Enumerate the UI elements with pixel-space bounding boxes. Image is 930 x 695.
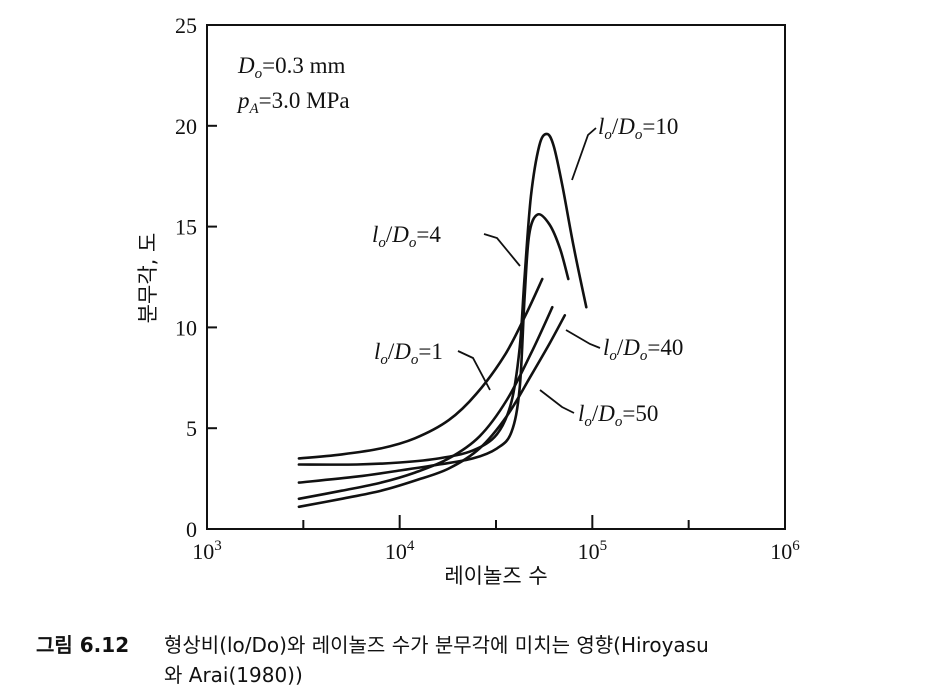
y-tick-label: 20 [175,114,197,139]
series-label: lo/Do=1 [374,339,443,368]
label-leader-line [457,350,491,391]
series-lo-do-10-line [297,132,588,466]
condition-nozzle-diameter: Do=0.3 mm [237,53,345,82]
series-layer [297,132,588,509]
x-tick-label: 105 [578,538,608,564]
label-leader-line [571,127,597,181]
figure-number: 그림 6.12 [36,633,130,657]
series-lo-do-50-line [297,314,567,509]
caption-line-1: 형상비(lo/Do)와 레이놀즈 수가 분무각에 미치는 영향(Hiroyasu [164,633,709,657]
label-leader-line [539,389,575,414]
series-lo-do-40-line [297,305,554,501]
series-lo-do-1-line [297,277,544,460]
x-tick-label: 104 [385,538,415,564]
condition-ambient-pressure: pA=3.0 MPa [236,88,350,117]
series-lo-do-4-line [297,212,570,484]
label-leader-line [483,233,521,267]
x-tick-label: 103 [192,538,222,564]
conditions: Do=0.3 mm pA=3.0 MPa [236,53,350,117]
series-label: lo/Do=4 [372,222,441,251]
series-label: lo/Do=40 [603,335,683,364]
figure-caption: 그림 6.12 형상비(lo/Do)와 레이놀즈 수가 분무각에 미치는 영향(H… [36,630,916,690]
x-axis-title: 레이놀즈 수 [444,564,547,588]
y-tick-label: 25 [175,13,197,38]
annotation-layer: lo/Do=1 lo/Do=4 lo/Do=10 lo/Do=40 lo/Do=50 [372,114,683,430]
x-tick-label: 106 [770,538,800,564]
y-tick-label: 10 [175,315,197,340]
series-label: lo/Do=10 [598,114,678,143]
series-label: lo/Do=50 [578,401,658,430]
y-tick-label: 5 [186,416,197,441]
y-axis-title: 분무각, 도 [136,233,160,324]
y-tick-label: 15 [175,215,197,240]
y-tick-label: 0 [186,517,197,542]
caption-line-2: 와 Arai(1980)) [164,663,303,687]
label-leader-line [565,329,601,349]
axis-ticks: 0 5 10 15 20 25 103 104 105 106 [175,13,800,564]
